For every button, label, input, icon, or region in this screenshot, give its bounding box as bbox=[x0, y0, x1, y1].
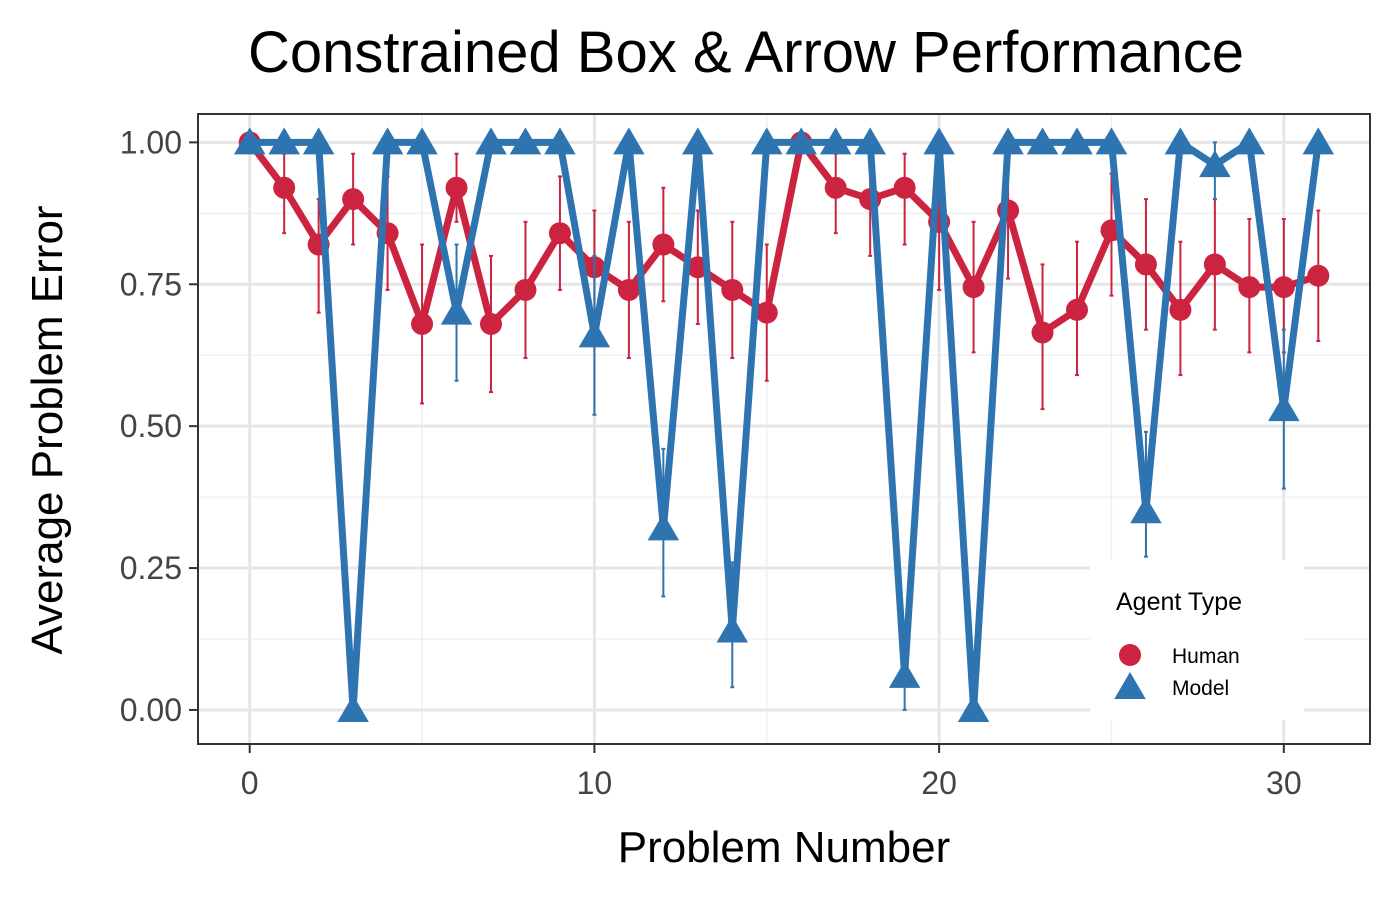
data-point bbox=[957, 694, 990, 722]
chart-title: Constrained Box & Arrow Performance bbox=[248, 20, 1244, 85]
data-point bbox=[1061, 127, 1093, 155]
plot-panel-border bbox=[197, 113, 1371, 745]
x-tick-label: 30 bbox=[1266, 765, 1302, 801]
y-tick-label: 0.25 bbox=[120, 550, 182, 586]
legend-label-model: Model bbox=[1172, 677, 1229, 700]
legend: Agent Type Human Model bbox=[1090, 560, 1304, 720]
data-point bbox=[440, 297, 473, 325]
x-tick-label: 0 bbox=[241, 765, 259, 801]
data-point bbox=[751, 127, 783, 155]
data-point bbox=[617, 278, 640, 301]
data-point bbox=[1238, 276, 1261, 299]
data-point bbox=[268, 127, 300, 155]
data-point bbox=[652, 233, 675, 256]
data-point bbox=[682, 127, 714, 155]
data-point bbox=[1164, 127, 1197, 155]
data-point bbox=[1302, 127, 1335, 155]
y-tick-label: 0.75 bbox=[120, 266, 182, 302]
data-point bbox=[406, 127, 438, 155]
data-point bbox=[1031, 321, 1054, 344]
data-point bbox=[337, 694, 369, 722]
data-point bbox=[273, 176, 296, 199]
data-point bbox=[923, 127, 955, 155]
data-point bbox=[342, 188, 365, 211]
data-point bbox=[962, 276, 985, 299]
y-tick-label: 0.50 bbox=[120, 408, 182, 444]
series-layer bbox=[233, 127, 1335, 722]
legend-title: Agent Type bbox=[1116, 588, 1242, 616]
data-point bbox=[613, 127, 645, 155]
data-point bbox=[893, 176, 916, 199]
y-tick-label: 0.00 bbox=[120, 692, 182, 728]
data-point bbox=[1169, 298, 1192, 321]
data-point bbox=[548, 222, 571, 245]
data-point bbox=[445, 176, 468, 199]
x-axis-title: Problem Number bbox=[618, 823, 951, 872]
legend-key-human bbox=[1119, 644, 1141, 666]
data-point bbox=[888, 660, 921, 688]
data-point bbox=[1026, 127, 1059, 155]
data-point bbox=[1130, 496, 1162, 524]
data-point bbox=[302, 127, 335, 155]
x-tick-label: 20 bbox=[921, 765, 957, 801]
data-point bbox=[1203, 253, 1226, 276]
data-point bbox=[1272, 276, 1295, 299]
y-axis-title: Average Problem Error bbox=[23, 205, 72, 654]
data-point bbox=[785, 127, 817, 155]
data-point bbox=[716, 615, 749, 643]
data-point bbox=[544, 127, 576, 155]
data-point bbox=[854, 127, 886, 155]
data-point bbox=[721, 278, 744, 301]
data-point bbox=[755, 301, 778, 324]
data-point bbox=[992, 127, 1024, 155]
data-point bbox=[480, 313, 502, 335]
data-point bbox=[371, 127, 404, 155]
data-point bbox=[1095, 127, 1128, 155]
data-point bbox=[1307, 264, 1330, 287]
data-point bbox=[819, 127, 852, 155]
data-point bbox=[1066, 298, 1088, 321]
legend-key-model bbox=[1114, 672, 1146, 699]
data-point bbox=[509, 127, 542, 155]
data-point bbox=[1268, 394, 1300, 422]
data-point bbox=[1233, 127, 1266, 155]
data-point bbox=[824, 176, 847, 199]
legend-label-human: Human bbox=[1172, 645, 1240, 668]
data-point bbox=[514, 278, 537, 301]
y-axis-ticks: 0.00 0.25 0.50 0.75 1.00 bbox=[120, 124, 198, 728]
data-point bbox=[1199, 150, 1231, 178]
x-tick-label: 10 bbox=[577, 765, 613, 801]
data-point bbox=[475, 127, 507, 155]
x-axis-ticks: 0 10 20 30 bbox=[241, 744, 1302, 801]
data-point bbox=[233, 127, 266, 155]
data-point bbox=[1134, 253, 1157, 276]
data-point bbox=[411, 313, 434, 335]
y-tick-label: 1.00 bbox=[120, 124, 182, 160]
data-point bbox=[647, 513, 680, 541]
data-point bbox=[578, 320, 611, 348]
series-model bbox=[233, 127, 1335, 722]
series-line bbox=[249, 138, 1322, 714]
